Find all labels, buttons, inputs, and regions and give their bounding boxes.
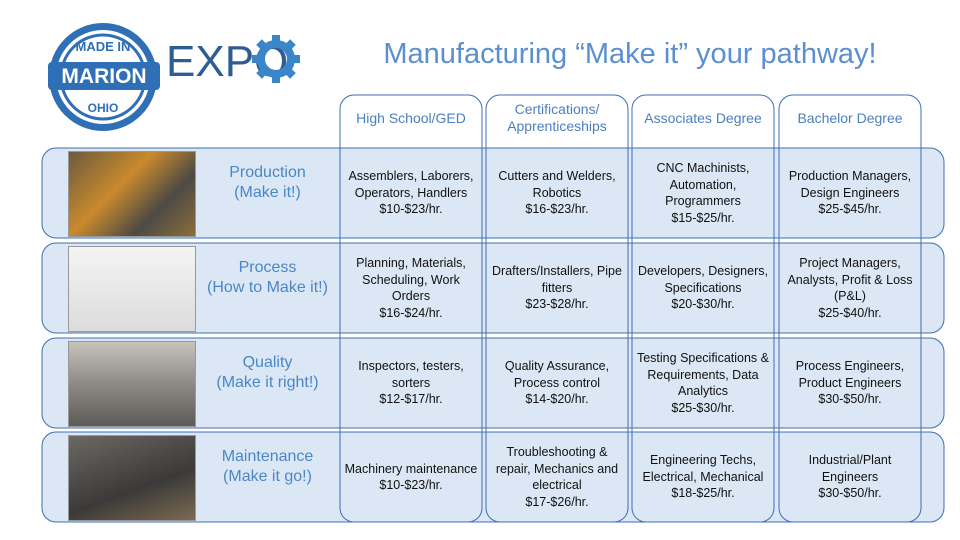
cell-roles: Planning, Materials, Scheduling, Work Or… (356, 256, 466, 303)
cell: Planning, Materials, Scheduling, Work Or… (344, 243, 478, 333)
column-box (339, 94, 483, 523)
cell: CNC Machinists, Automation, Programmers $… (636, 148, 770, 238)
cell-pay: $18-$25/hr. (671, 486, 735, 501)
cell-roles: CNC Machinists, Automation, Programmers (656, 161, 750, 208)
cell: Production Managers, Design Engineers $25… (783, 148, 917, 238)
cell-roles: Troubleshooting & repair, Mechanics and … (495, 445, 619, 492)
cell-pay: $23-$28/hr. (525, 297, 589, 312)
cell: Machinery maintenance $10-$23/hr. (344, 432, 478, 522)
row-band (41, 337, 945, 429)
cell: Quality Assurance, Process control $14-$2… (490, 338, 624, 428)
cell-pay: $30-$50/hr. (818, 392, 882, 407)
cell-roles: Inspectors, testers, sorters (358, 359, 464, 390)
cell-roles: Cutters and Welders, Robotics (498, 169, 616, 200)
cell-roles: Assemblers, Laborers, Operators, Handler… (348, 169, 474, 200)
cell-pay: $10-$23/hr. (379, 478, 443, 492)
row-band (41, 431, 945, 523)
cell-pay: $16-$24/hr. (379, 305, 443, 320)
cell: Cutters and Welders, Robotics $16-$23/hr. (490, 148, 624, 238)
row-label: Production (229, 164, 306, 181)
column-box (485, 94, 629, 523)
cell: Drafters/Installers, Pipe fitters $23-$28… (490, 243, 624, 333)
cell: Project Managers, Analysts, Profit & Los… (783, 243, 917, 333)
cell-roles: Machinery maintenance (344, 461, 478, 476)
column-header: High School/GED (356, 109, 466, 126)
slide-title: Manufacturing “Make it” your pathway! (383, 38, 877, 70)
row-label: Quality (242, 354, 293, 371)
logo-badge: MADE IN MARION OHIO (48, 23, 160, 131)
row-photo (68, 151, 196, 237)
cell-roles: Testing Specifications & Requirements, D… (636, 351, 769, 398)
cell-roles: Industrial/Plant Engineers (808, 453, 892, 484)
gear-icon (252, 35, 300, 83)
column-box (631, 94, 775, 523)
row-label-box: Process (How to Make it!) (195, 243, 340, 313)
cell-pay: $10-$23/hr. (379, 202, 443, 217)
logo-bottom: OHIO (88, 101, 119, 115)
logo-middle: MARION (61, 65, 146, 88)
cell: Process Engineers, Product Engineers $30-… (783, 338, 917, 428)
cell: Inspectors, testers, sorters $12-$17/hr. (344, 338, 478, 428)
cell-roles: Quality Assurance, Process control (504, 359, 610, 390)
row-band (41, 147, 945, 239)
cell-pay: $25-$45/hr. (818, 202, 882, 217)
cell-roles: Engineering Techs, Electrical, Mechanica… (642, 453, 764, 484)
cell-pay: $12-$17/hr. (379, 392, 443, 407)
cell: Assemblers, Laborers, Operators, Handler… (344, 148, 478, 238)
cell-pay: $25-$40/hr. (818, 305, 882, 320)
row-sublabel: (Make it!) (234, 184, 301, 201)
cell: Developers, Designers, Specifications $20… (636, 243, 770, 333)
cell-roles: Project Managers, Analysts, Profit & Los… (787, 256, 913, 303)
cell-pay: $17-$26/hr. (525, 494, 589, 509)
row-band (41, 242, 945, 334)
row-label-box: Quality (Make it right!) (195, 338, 340, 408)
cell: Testing Specifications & Requirements, D… (636, 338, 770, 428)
row-label-box: Production (Make it!) (195, 148, 340, 218)
cell: Engineering Techs, Electrical, Mechanica… (636, 432, 770, 522)
logo-top: MADE IN (76, 39, 131, 54)
row-photo (68, 341, 196, 427)
cell-pay: $25-$30/hr. (671, 400, 735, 415)
cell-pay: $20-$30/hr. (671, 297, 735, 312)
cell: Industrial/Plant Engineers $30-$50/hr. (783, 432, 917, 522)
row-sublabel: (Make it right!) (216, 374, 319, 391)
row-photo (68, 246, 196, 332)
cell-pay: $30-$50/hr. (818, 486, 882, 501)
row-label-box: Maintenance (Make it go!) (195, 432, 340, 502)
cell: Troubleshooting & repair, Mechanics and … (490, 432, 624, 522)
row-label: Maintenance (221, 448, 314, 465)
row-sublabel: (Make it go!) (223, 468, 312, 485)
row-label: Process (238, 259, 297, 276)
cell-pay: $16-$23/hr. (525, 202, 589, 217)
row-photo (68, 435, 196, 521)
cell-roles: Production Managers, Design Engineers (788, 169, 912, 200)
cell-pay: $14-$20/hr. (525, 392, 589, 407)
column-header: Associates Degree (644, 109, 762, 126)
cell-roles: Developers, Designers, Specifications (638, 264, 768, 295)
column-box (778, 94, 922, 523)
cell-roles: Process Engineers, Product Engineers (795, 359, 905, 390)
cell-roles: Drafters/Installers, Pipe fitters (492, 264, 622, 295)
column-header: Certifications/ Apprenticeships (507, 101, 607, 134)
cell-pay: $15-$25/hr. (671, 210, 735, 225)
row-sublabel: (How to Make it!) (207, 279, 328, 296)
column-header: Bachelor Degree (797, 109, 903, 126)
